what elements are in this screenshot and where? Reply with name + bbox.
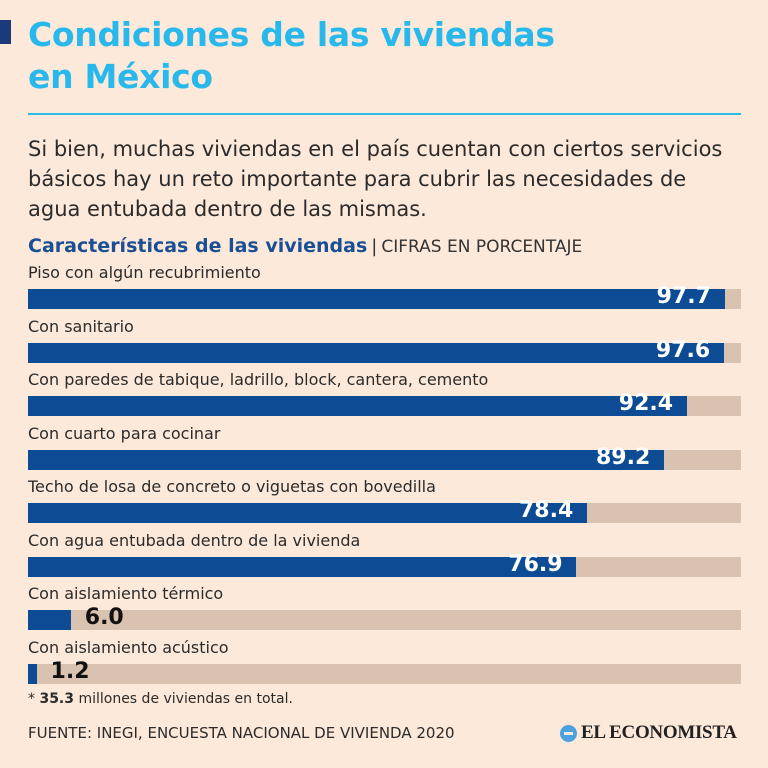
bar-value-label: 6.0: [84, 605, 124, 630]
chart-title: Características de las viviendas: [28, 235, 368, 257]
bar-track: [28, 610, 741, 630]
bar-value-label: 78.4: [518, 498, 574, 523]
footnote-text: millones de viviendas en total.: [74, 691, 293, 707]
bar-track: [28, 556, 741, 577]
bar-value-label: 92.4: [618, 391, 674, 416]
page-title: Condiciones de las viviendas en México: [28, 14, 555, 98]
header-accent-bar: [0, 20, 11, 44]
bar-value-label: 97.7: [656, 284, 711, 309]
bar-category-label: Con cuarto para cocinar: [28, 423, 221, 443]
bar: [28, 289, 725, 309]
bar: [28, 663, 37, 684]
chart-heading: Características de las viviendas | CIFRAS …: [28, 233, 582, 260]
title-line-1: Condiciones de las viviendas: [28, 15, 555, 54]
bar-category-label: Con agua entubada dentro de la vivienda: [28, 530, 361, 550]
bar-track: [28, 449, 741, 470]
bar-category-label: Piso con algún recubrimiento: [28, 263, 261, 282]
bar: [28, 503, 587, 523]
brand-logo: EL ECONOMISTA: [560, 722, 737, 744]
logo-mark-icon: [560, 724, 577, 742]
bar-category-label: Con aislamiento acústico: [28, 637, 229, 657]
bar-track: [28, 663, 741, 684]
source-note: FUENTE: INEGI, ENCUESTA NACIONAL DE VIVI…: [28, 724, 455, 742]
bar: [28, 396, 687, 416]
bar-category-label: Con sanitario: [28, 316, 134, 336]
bar-value-label: 97.6: [655, 337, 711, 363]
brand-name: EL ECONOMISTA: [581, 722, 737, 743]
bar-track: [28, 289, 741, 309]
bar: [28, 449, 664, 470]
bar-value-label: 76.9: [508, 551, 563, 577]
footnote: * 35.3 millones de viviendas en total.: [28, 691, 293, 707]
footnote-prefix: *: [28, 691, 40, 707]
bar-track: [28, 503, 741, 523]
bar-category-label: Con aislamiento térmico: [28, 584, 224, 603]
bar: [28, 342, 724, 363]
bar-track: [28, 342, 741, 363]
bar-track: [28, 396, 741, 416]
subtitle: Si bien, muchas viviendas en el país cue…: [28, 137, 723, 221]
bar: [28, 610, 71, 630]
bar-value-label: 1.2: [50, 658, 90, 684]
bar-category-label: Con paredes de tabique, ladrillo, block,…: [28, 370, 489, 389]
chart-unit-label: CIFRAS EN PORCENTAJE: [381, 237, 583, 257]
bar-category-label: Techo de losa de concreto o viguetas con…: [28, 477, 436, 496]
bar-value-label: 89.2: [595, 444, 651, 470]
title-line-2: en México: [28, 57, 213, 96]
title-divider: [28, 113, 741, 115]
footnote-value: 35.3: [39, 691, 74, 707]
bar: [28, 556, 577, 577]
chart-heading-separator: |: [371, 236, 378, 257]
